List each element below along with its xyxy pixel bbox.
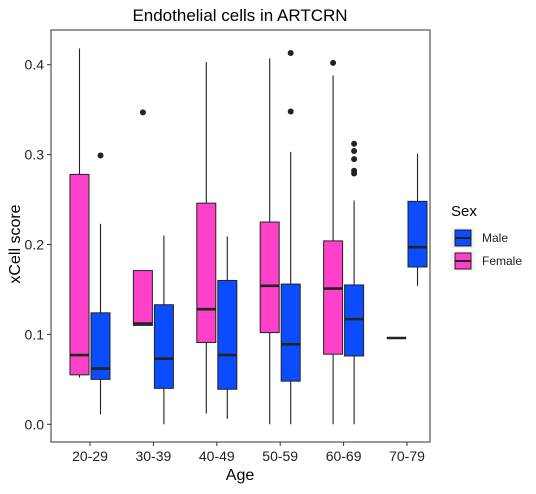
female-box [260,222,279,333]
legend-label-male: Male [482,231,508,245]
y-tick-label: 0.3 [25,147,45,163]
legend-title: Sex [451,203,477,220]
y-tick-label: 0.1 [25,326,45,342]
x-tick-label: 60-69 [326,448,362,464]
male-box [345,285,364,356]
plot-panel-border [51,30,430,442]
legend-label-female: Female [482,254,522,268]
female-box [197,203,216,342]
female-outlier-point [140,109,146,115]
male-outlier-point [288,50,294,56]
y-tick-label: 0.0 [25,416,45,432]
male-box [408,201,427,267]
plot-area: 0.0 0.1 0.2 0.3 0.4 20-29 30-39 40-49 50-59 60-69… [25,30,430,464]
male-box [154,305,173,389]
legend: Sex Male Female [451,203,522,271]
male-box [281,284,300,381]
female-box [324,241,343,354]
male-outlier-point [351,148,357,154]
male-outlier-point [98,152,104,158]
female-outlier-point [330,60,336,66]
female-box [70,174,89,374]
male-outlier-point [288,108,294,114]
x-tick-label: 70-79 [389,448,425,464]
male-outlier-point [351,156,357,162]
female-box [133,271,152,326]
x-tick-label: 30-39 [135,448,171,464]
y-tick-label: 0.2 [25,237,45,253]
male-box [218,280,237,389]
x-tick-label: 20-29 [72,448,108,464]
chart-title: Endothelial cells in ARTCRN [132,6,347,25]
y-tick-label: 0.4 [25,57,45,73]
x-axis-label: Age [226,467,255,484]
male-outlier-point [351,141,357,147]
male-outlier-point [351,168,357,174]
x-tick-label: 40-49 [199,448,235,464]
x-tick-label: 50-59 [262,448,298,464]
y-axis-label: xCell score [7,204,24,283]
